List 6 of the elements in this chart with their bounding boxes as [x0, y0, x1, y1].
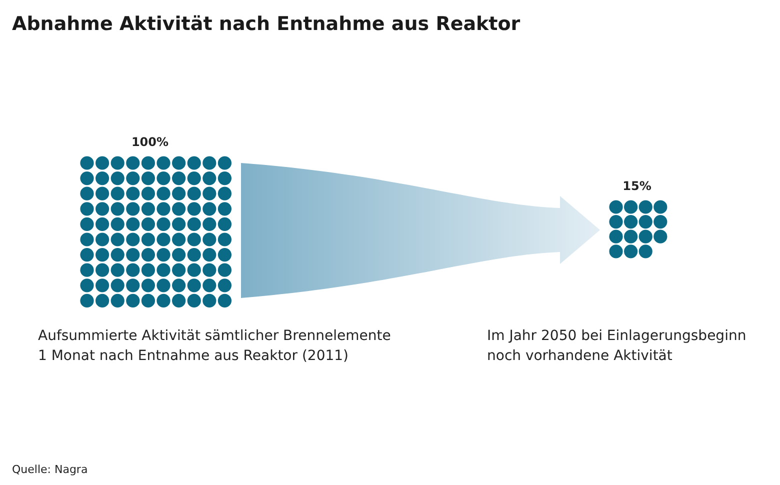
text: Abnahme Aktivität nach Entnahme aus Reaktor	[12, 13, 521, 35]
data-label: 100%	[131, 135, 169, 149]
category-label: Aufsummierte Aktivität sämtlicher Brennelemente 1 Monat nach Entnahme aus Reaktor (2011)	[38, 328, 391, 364]
source-note: Quelle: Nagra	[12, 463, 88, 476]
category-label: Im Jahr 2050 bei Einlagerungsbeginn noch vorhandene Aktivität	[487, 328, 746, 364]
data-label: 15%	[622, 179, 652, 193]
